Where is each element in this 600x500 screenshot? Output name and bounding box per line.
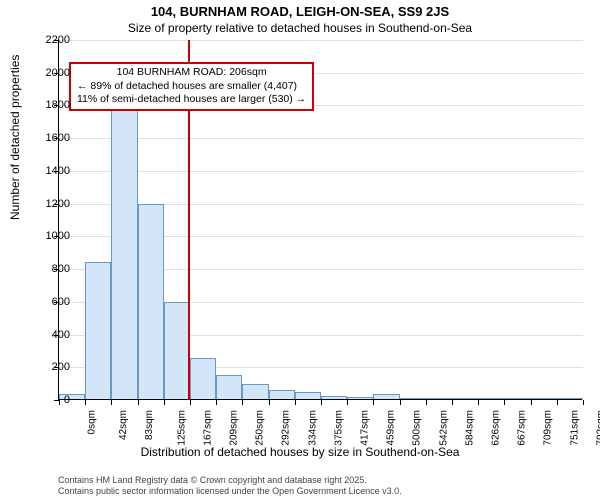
ytick-label: 200 xyxy=(30,361,70,373)
histogram-bar xyxy=(85,262,111,399)
xtick-label: 626sqm xyxy=(491,410,502,446)
attribution-text: Contains HM Land Registry data © Crown c… xyxy=(58,475,402,497)
xtick-mark xyxy=(295,400,296,405)
ytick-label: 1000 xyxy=(30,230,70,242)
histogram-bar xyxy=(557,398,583,399)
xtick-mark xyxy=(164,400,165,405)
xtick-mark xyxy=(242,400,243,405)
ytick-label: 1600 xyxy=(30,132,70,144)
xtick-mark xyxy=(504,400,505,405)
histogram-bar xyxy=(504,398,530,399)
xtick-mark xyxy=(269,400,270,405)
xtick-mark xyxy=(190,400,191,405)
histogram-bar xyxy=(190,358,216,399)
xtick-mark xyxy=(111,400,112,405)
xtick-mark xyxy=(452,400,453,405)
xtick-label: 584sqm xyxy=(464,410,475,446)
callout-line3: 11% of semi-detached houses are larger (… xyxy=(77,93,306,107)
ytick-label: 2200 xyxy=(30,34,70,46)
histogram-bar xyxy=(426,398,452,399)
xtick-label: 751sqm xyxy=(569,410,580,446)
histogram-bar xyxy=(269,390,295,399)
histogram-bar xyxy=(138,204,164,399)
xtick-label: 542sqm xyxy=(438,410,449,446)
ytick-label: 1400 xyxy=(30,165,70,177)
xtick-label: 334sqm xyxy=(307,410,318,446)
gridline xyxy=(59,171,583,172)
histogram-bar xyxy=(164,302,190,399)
xtick-mark xyxy=(557,400,558,405)
xtick-mark xyxy=(583,400,584,405)
xtick-label: 500sqm xyxy=(412,410,423,446)
ytick-label: 800 xyxy=(30,263,70,275)
xtick-mark xyxy=(347,400,348,405)
gridline xyxy=(59,40,583,41)
chart-title-sub: Size of property relative to detached ho… xyxy=(0,21,600,35)
histogram-bar xyxy=(216,375,242,399)
x-axis-label: Distribution of detached houses by size … xyxy=(0,445,600,459)
xtick-mark xyxy=(373,400,374,405)
ytick-label: 2000 xyxy=(30,67,70,79)
xtick-label: 417sqm xyxy=(360,410,371,446)
xtick-label: 459sqm xyxy=(386,410,397,446)
ytick-label: 1200 xyxy=(30,198,70,210)
histogram-bar xyxy=(111,104,137,399)
y-axis-label: Number of detached properties xyxy=(8,55,22,220)
xtick-label: 125sqm xyxy=(176,410,187,446)
callout-line2: ← 89% of detached houses are smaller (4,… xyxy=(77,80,306,94)
histogram-bar xyxy=(400,398,426,399)
plot-area: 0sqm42sqm83sqm125sqm167sqm209sqm250sqm29… xyxy=(58,40,582,400)
xtick-label: 250sqm xyxy=(255,410,266,446)
xtick-mark xyxy=(321,400,322,405)
histogram-bar xyxy=(452,398,478,399)
histogram-bar xyxy=(373,394,399,399)
xtick-label: 209sqm xyxy=(229,410,240,446)
ytick-label: 1800 xyxy=(30,99,70,111)
attribution-line1: Contains HM Land Registry data © Crown c… xyxy=(58,475,402,486)
histogram-bar xyxy=(242,384,268,399)
xtick-mark xyxy=(138,400,139,405)
xtick-mark xyxy=(478,400,479,405)
histogram-bar xyxy=(347,397,373,399)
gridline xyxy=(59,138,583,139)
histogram-bar xyxy=(321,396,347,399)
xtick-mark xyxy=(426,400,427,405)
xtick-mark xyxy=(85,400,86,405)
xtick-label: 292sqm xyxy=(281,410,292,446)
ytick-label: 0 xyxy=(30,394,70,406)
xtick-label: 375sqm xyxy=(333,410,344,446)
ytick-label: 400 xyxy=(30,329,70,341)
histogram-bar xyxy=(531,398,557,399)
histogram-bar xyxy=(295,392,321,399)
chart-title-main: 104, BURNHAM ROAD, LEIGH-ON-SEA, SS9 2JS xyxy=(0,4,600,19)
xtick-label: 167sqm xyxy=(202,410,213,446)
callout-box: 104 BURNHAM ROAD: 206sqm← 89% of detache… xyxy=(69,62,314,111)
ytick-label: 600 xyxy=(30,296,70,308)
xtick-mark xyxy=(531,400,532,405)
xtick-mark xyxy=(400,400,401,405)
attribution-line2: Contains public sector information licen… xyxy=(58,486,402,497)
chart-container: 0sqm42sqm83sqm125sqm167sqm209sqm250sqm29… xyxy=(58,40,582,400)
xtick-label: 792sqm xyxy=(595,410,600,446)
xtick-label: 42sqm xyxy=(118,410,129,440)
xtick-label: 667sqm xyxy=(517,410,528,446)
xtick-mark xyxy=(216,400,217,405)
xtick-label: 0sqm xyxy=(86,410,97,434)
callout-line1: 104 BURNHAM ROAD: 206sqm xyxy=(77,66,306,80)
histogram-bar xyxy=(478,398,504,399)
xtick-label: 83sqm xyxy=(144,410,155,440)
xtick-label: 709sqm xyxy=(543,410,554,446)
